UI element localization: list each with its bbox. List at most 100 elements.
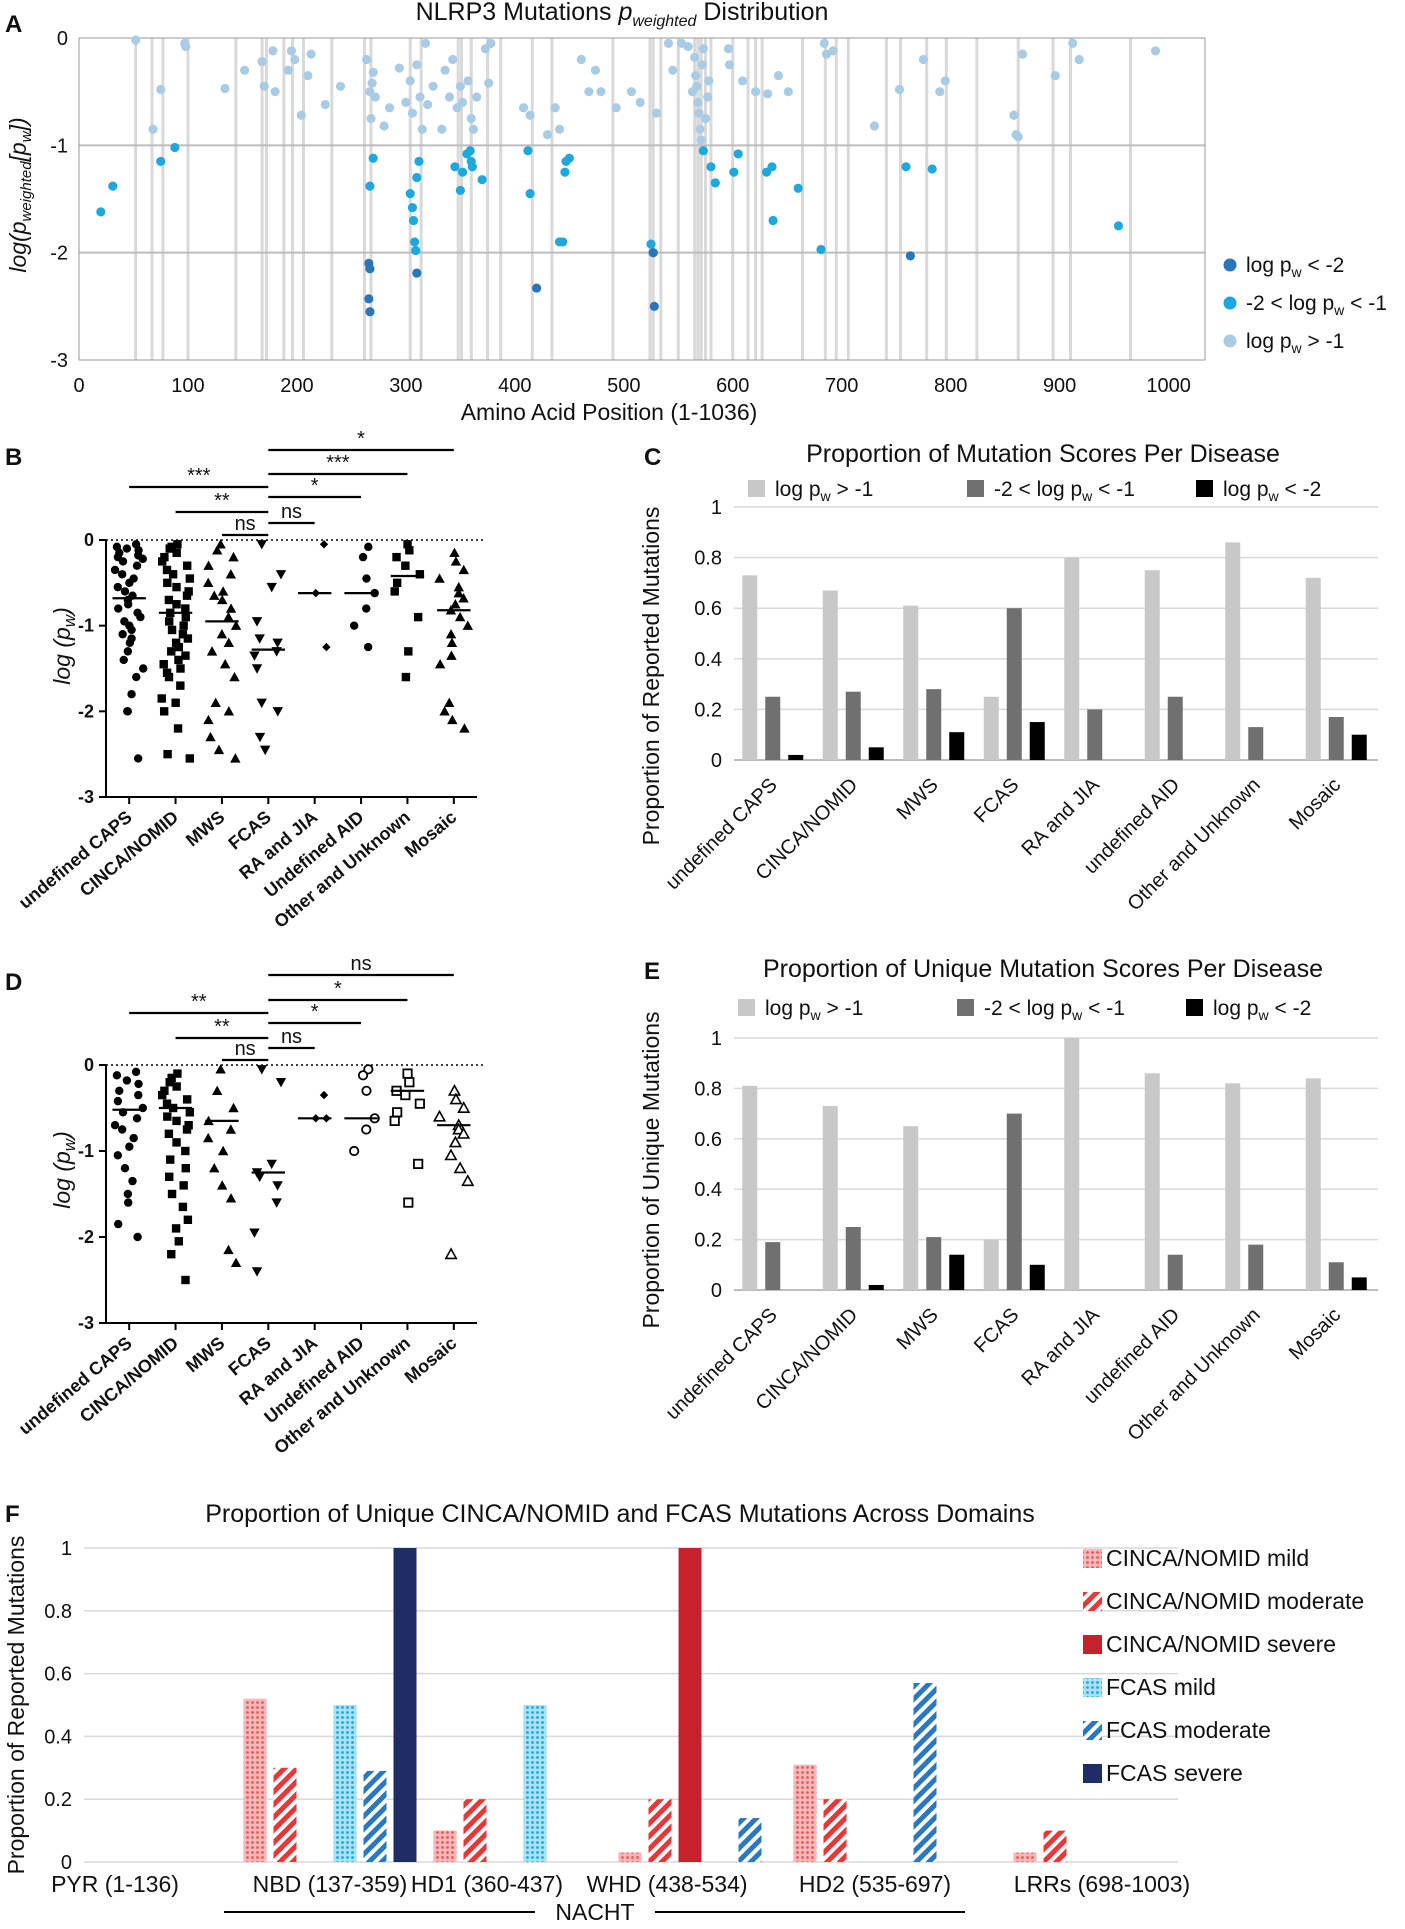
panel-f-legend-label: FCAS moderate — [1106, 1717, 1271, 1743]
panel-f-bar — [243, 1698, 267, 1862]
panel-a-legend-label: log pw < -2 — [1246, 254, 1344, 280]
c-plot-xtick: Mosaic — [1285, 774, 1345, 834]
c-plot-bar — [926, 689, 942, 760]
b-plot-sig-label: *** — [326, 452, 350, 474]
b-plot-point — [390, 587, 399, 596]
panel-f-legend-label: FCAS mild — [1106, 1674, 1216, 1700]
panel-a-point — [96, 207, 106, 217]
panel-a-point — [368, 67, 378, 77]
e-plot-bar — [949, 1254, 965, 1290]
d-plot-point — [112, 1071, 122, 1080]
panel-a-point — [370, 92, 380, 102]
panel-a-legend-marker — [1223, 258, 1237, 272]
panel-f-ytick: 1 — [61, 1538, 72, 1560]
c-plot-bar — [1167, 696, 1183, 760]
d-plot-point — [223, 1244, 234, 1255]
panel-f-xtick: HD2 (535-697) — [799, 1871, 951, 1897]
b-plot-point — [168, 570, 178, 579]
b-plot-point — [171, 698, 180, 707]
panel-a-point — [819, 38, 829, 48]
panel-f-bar — [793, 1764, 817, 1862]
panel-a-point — [467, 162, 477, 172]
panel-label-d: D — [5, 969, 22, 996]
panel-a-point — [523, 146, 533, 156]
panel-a-xtick: 600 — [716, 375, 749, 397]
e-plot-xtick: Other and Unknown — [1123, 1304, 1264, 1445]
b-plot-point — [172, 582, 181, 592]
panel-a-point — [1113, 221, 1124, 231]
b-plot-point — [125, 638, 135, 647]
c-plot-bar — [1305, 577, 1321, 760]
b-plot-point — [266, 582, 277, 593]
e-plot-ytick: 0.4 — [694, 1179, 722, 1201]
e-plot-bar — [983, 1239, 999, 1290]
b-plot-point — [215, 539, 226, 549]
panel-a-point — [405, 76, 415, 86]
panel-a-ytick: -1 — [50, 135, 68, 157]
b-plot-point — [453, 581, 464, 592]
panel-f-bar — [363, 1770, 387, 1862]
b-plot-point — [183, 634, 193, 643]
d-plot-sig-label: ** — [191, 991, 207, 1013]
d-plot-point — [251, 1267, 263, 1277]
d-plot-point — [444, 1148, 458, 1161]
b-plot-point — [110, 565, 120, 575]
panel-a-ytick: -2 — [50, 243, 68, 265]
d-plot-point — [271, 1198, 282, 1208]
c-plot-bar — [742, 575, 758, 760]
b-plot-point — [439, 706, 450, 716]
b-plot-point — [403, 540, 412, 549]
panel-a-point — [379, 121, 389, 131]
panel-a-point — [693, 97, 703, 107]
e-plot-ytick: 0 — [711, 1280, 722, 1302]
d-plot-point — [173, 1069, 182, 1078]
panel-a-point — [525, 110, 535, 120]
d-plot-point — [123, 1189, 133, 1199]
panel-a-legend-label: -2 < log pw < -1 — [1246, 292, 1387, 318]
b-plot-point — [450, 599, 461, 609]
b-plot-point — [163, 578, 172, 588]
b-plot-point — [184, 587, 193, 596]
b-plot-point — [259, 745, 271, 756]
panel-e: E Proportion of Unique Mutation Scores P… — [638, 955, 1378, 1445]
panel-f-ylabel: Proportion of Reported Mutations — [3, 1536, 29, 1875]
b-plot-ytick: 0 — [84, 530, 94, 550]
b-plot-point — [165, 617, 174, 626]
panel-a-point — [1017, 49, 1028, 59]
panel-a-xtick: 700 — [825, 375, 858, 397]
d-plot-point — [349, 1145, 360, 1157]
panel-a-point — [651, 108, 662, 118]
b-plot-point — [159, 707, 169, 716]
c-plot-ytick: 0.8 — [694, 548, 722, 570]
c-plot-ytick: 1 — [711, 497, 722, 519]
panel-a-point — [668, 65, 678, 75]
panel-a-point — [455, 185, 465, 196]
panel-a-point — [259, 81, 269, 91]
panel-a-point — [894, 84, 905, 95]
d-plot-point — [457, 1101, 471, 1113]
panel-a-point — [405, 189, 415, 199]
e-plot-legend-swatch — [957, 999, 974, 1016]
panel-f-xtick: HD1 (360-437) — [411, 1871, 563, 1897]
d-plot-point — [209, 1163, 220, 1173]
b-plot-point — [415, 570, 425, 579]
e-plot-bar — [1305, 1078, 1321, 1290]
panel-f-legend-swatch — [1083, 1764, 1102, 1783]
b-plot-point — [172, 600, 181, 609]
b-plot-point — [118, 630, 127, 639]
panel-f-legend-swatch — [1083, 1678, 1102, 1697]
d-plot-point — [117, 1125, 127, 1134]
panel-f-ytick: 0.8 — [44, 1601, 72, 1623]
b-plot-point — [182, 561, 192, 570]
b-plot-point — [132, 561, 142, 570]
panel-a-point — [532, 283, 542, 293]
panel-a-ytick: -3 — [50, 350, 68, 372]
e-plot-bar — [868, 1284, 884, 1290]
d-plot-point — [453, 1161, 467, 1174]
e-plot-xtick: MWS — [893, 1304, 943, 1354]
d-plot-point — [211, 1085, 223, 1095]
b-plot-point — [217, 586, 229, 596]
c-plot-bar — [1029, 722, 1045, 760]
panel-a-point — [283, 65, 293, 75]
